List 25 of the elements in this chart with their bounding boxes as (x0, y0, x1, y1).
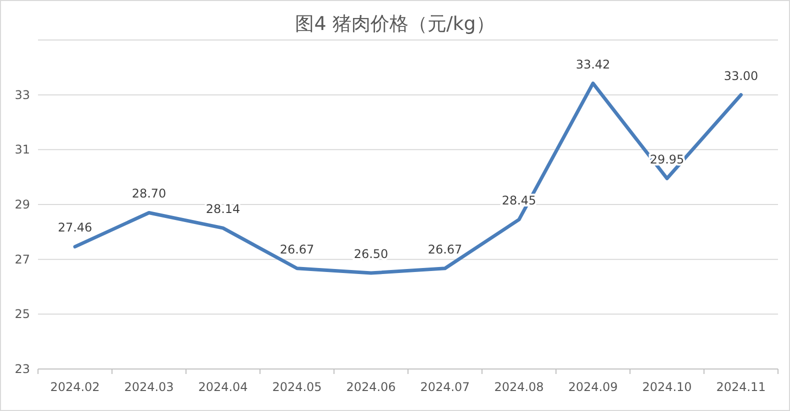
data-label: 26.67 (428, 242, 462, 256)
data-label: 26.50 (354, 247, 388, 262)
y-tick-label: 25 (14, 307, 30, 322)
x-tick-label: 2024.10 (642, 380, 692, 394)
data-label: 33.42 (576, 57, 610, 72)
x-tick-label: 2024.09 (568, 380, 618, 394)
x-tick-label: 2024.06 (346, 380, 396, 394)
y-tick-label: 33 (14, 88, 30, 102)
data-label: 26.67 (280, 242, 314, 256)
chart-title: 图4 猪肉价格（元/kg） (295, 13, 495, 35)
y-tick-label: 31 (14, 142, 30, 157)
x-tick-label: 2024.08 (494, 380, 544, 394)
x-tick-label: 2024.02 (50, 380, 100, 394)
x-tick-label: 2024.04 (198, 380, 248, 394)
data-label: 28.70 (132, 186, 166, 201)
x-tick-label: 2024.07 (420, 380, 470, 394)
x-tick-label: 2024.03 (124, 380, 174, 394)
data-label: 28.14 (206, 202, 240, 216)
x-tick-label: 2024.11 (716, 380, 766, 394)
data-label: 27.46 (58, 220, 92, 235)
y-tick-label: 23 (14, 362, 30, 376)
data-label: 33.00 (724, 68, 758, 83)
y-tick-label: 29 (14, 198, 30, 212)
x-tick-label: 2024.05 (272, 380, 322, 394)
y-tick-label: 27 (14, 252, 30, 266)
